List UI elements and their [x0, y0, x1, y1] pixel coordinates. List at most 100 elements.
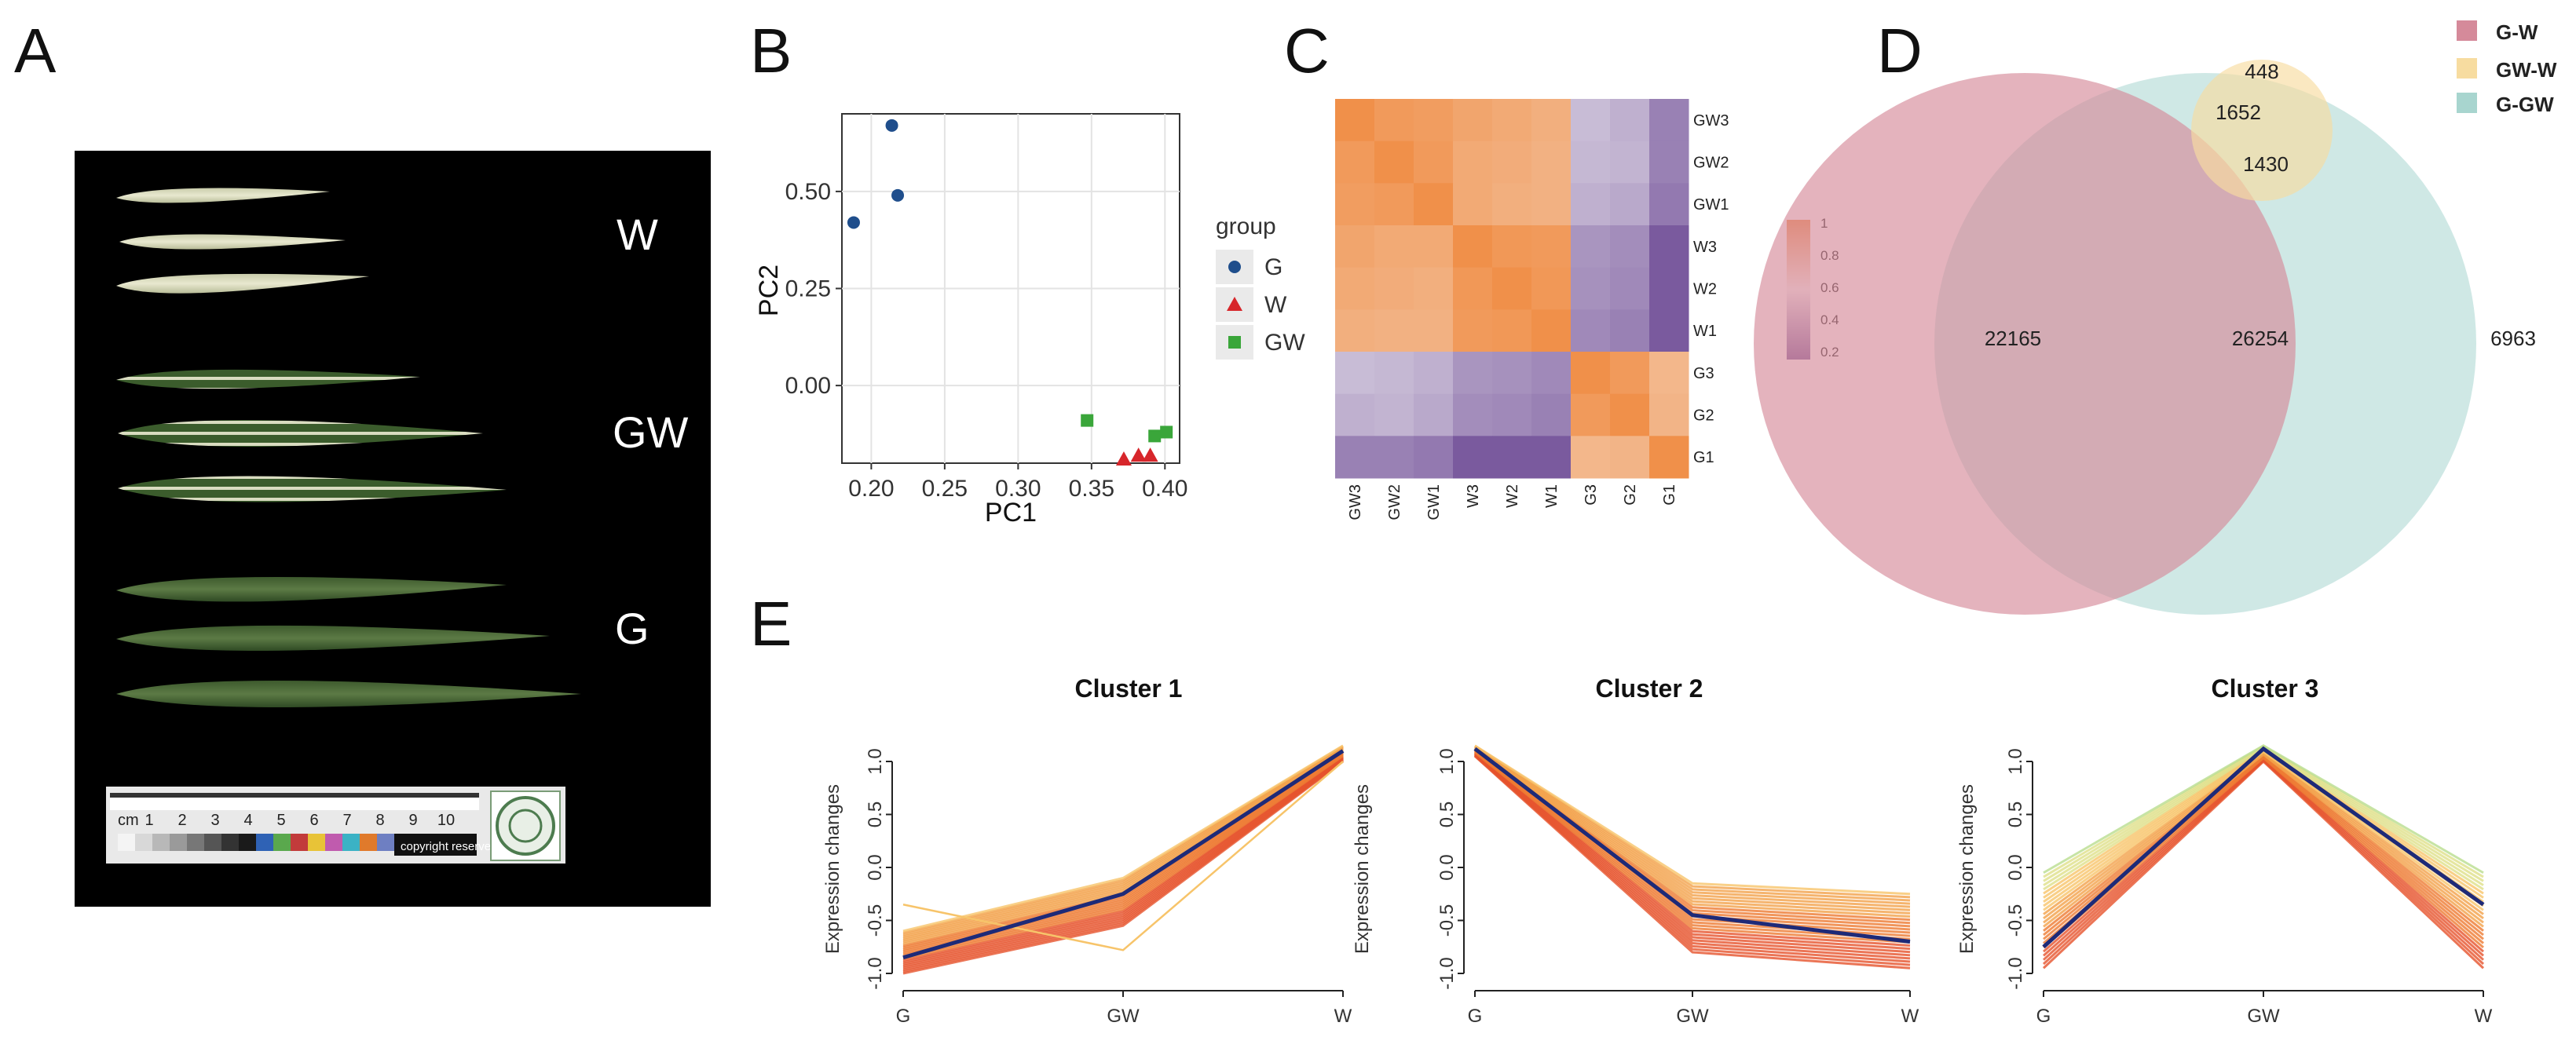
- cluster-2-title: Cluster 2: [1596, 674, 1703, 703]
- pca-point-gw: [1081, 414, 1094, 427]
- pca-point-g: [891, 188, 905, 202]
- cluster-ytick-label: 0.0: [1436, 854, 1458, 880]
- heatmap-cell: [1492, 267, 1532, 310]
- cluster-xtick-label: W: [1334, 1006, 1352, 1027]
- heatmap-cell: [1649, 436, 1689, 479]
- heatmap-cell: [1610, 225, 1650, 268]
- venn-legend-key-g-gw: [2457, 93, 2477, 113]
- heatmap-cell: [1335, 352, 1375, 395]
- cluster-xtick-label: GW: [1107, 1006, 1140, 1027]
- heatmap-cell: [1374, 99, 1414, 142]
- cluster-centroid-line: [2042, 746, 2485, 949]
- leaf-w-3: [116, 273, 369, 294]
- heatmap-col-label: W2: [1504, 484, 1521, 508]
- venn-legend-gw-w: GW-W: [2496, 58, 2557, 82]
- cluster-member-line: [1474, 745, 1911, 902]
- pca-ticks: 0.20 0.25 0.30 0.35 0.40 0.00 0.25 0.50: [785, 179, 1188, 502]
- cluster-xtick-label: W: [2475, 1006, 2493, 1027]
- venn-legend-g-w: G-W: [2496, 20, 2538, 44]
- venn-g-w-gw-w: 1652: [2216, 100, 2261, 124]
- panel-letter-a: A: [14, 16, 57, 86]
- heatmap-row-label: G1: [1693, 449, 1714, 466]
- venn-gw-w-only: 448: [2245, 60, 2278, 83]
- cluster-ytick-label: 0.0: [2005, 854, 2026, 880]
- heatmap-cells: [1335, 99, 1689, 479]
- heatmap-col-label: GW2: [1386, 484, 1403, 520]
- cluster-outlier-line: [902, 761, 1344, 951]
- cluster-member-line: [2043, 754, 2484, 937]
- heatmap-row-label: W2: [1693, 281, 1717, 298]
- photo-label-w: W: [617, 210, 658, 259]
- heatmap-cell: [1374, 309, 1414, 352]
- heatmap-cell: [1571, 309, 1611, 352]
- heatmap-cell: [1571, 436, 1611, 479]
- heatmap-cell: [1374, 267, 1414, 310]
- leaf-gw-1: [116, 369, 420, 389]
- photo-label-gw: GW: [613, 407, 689, 457]
- cluster-member-line: [902, 744, 1344, 933]
- pca-point-g: [847, 216, 860, 229]
- cluster-ytick-label: 0.0: [865, 854, 886, 880]
- venn-g-gw-only: 6963: [2490, 327, 2536, 350]
- heatmap-cell: [1335, 183, 1375, 226]
- cluster-ytick-label: -1.0: [2005, 957, 2026, 989]
- pca-xtick-label: 0.40: [1142, 476, 1187, 502]
- pca-point-gw: [1160, 425, 1173, 439]
- pca-point-gw: [1148, 429, 1162, 443]
- heatmap-row-label: G2: [1693, 407, 1714, 425]
- leaf-g-3: [116, 681, 581, 707]
- cluster-1-ylabel: Expression changes: [822, 784, 843, 954]
- copyright-text: copyright reserved: [401, 840, 497, 853]
- heatmap-cell: [1649, 183, 1689, 226]
- heatmap-cell: [1492, 99, 1532, 142]
- cluster-ytick-label: 0.5: [865, 802, 886, 827]
- panel-letter-b: B: [750, 16, 792, 86]
- venn-diagram: 22165 448 6963 1652 1430 26254 G-W GW-W …: [1754, 20, 2557, 615]
- pca-legend-gw: GW: [1264, 330, 1305, 356]
- heatmap-row-label: W3: [1693, 239, 1717, 256]
- heatmap-cell: [1571, 99, 1611, 142]
- scale-tick-label: 7: [342, 812, 351, 829]
- cluster-xtick-label: W: [1901, 1006, 1919, 1027]
- heatmap-cell: [1610, 99, 1650, 142]
- heatmap-cell: [1571, 393, 1611, 436]
- heatmap-cell: [1414, 99, 1454, 142]
- scale-card: cm 1 2 3 4 5 6 7 8 9 10 copyright reserved: [106, 787, 565, 864]
- heatmap-cell: [1531, 267, 1572, 310]
- heatmap-cell: [1492, 183, 1532, 226]
- cluster-ytick-label: 1.0: [2005, 748, 2026, 774]
- heatmap-cell: [1649, 225, 1689, 268]
- leaf-w-2: [119, 234, 346, 250]
- pca-legend-w: W: [1264, 292, 1287, 318]
- scale-tick-label: 8: [375, 812, 384, 829]
- legend-key-g: [1228, 261, 1241, 273]
- institution-seal-icon: [496, 796, 555, 856]
- leaf-g-2: [116, 625, 550, 652]
- pca-xtick-label: 0.25: [922, 476, 968, 502]
- heatmap-cell: [1335, 309, 1375, 352]
- heatmap-cell: [1453, 436, 1493, 479]
- leaf-gw-3: [118, 476, 507, 502]
- heatmap-cell: [1453, 352, 1493, 395]
- heatmap-cell: [1453, 309, 1493, 352]
- heatmap-row-label: W1: [1693, 323, 1717, 340]
- cluster-xtick-label: G: [2036, 1006, 2051, 1027]
- heatmap-cell: [1492, 352, 1532, 395]
- heatmap-cell: [1414, 183, 1454, 226]
- cluster-ytick-label: -1.0: [1436, 957, 1458, 989]
- leaf-g-1: [116, 577, 507, 602]
- cluster-1-title: Cluster 1: [1075, 674, 1183, 703]
- pca-point-g: [885, 119, 898, 132]
- heatmap-col-label: GW3: [1347, 484, 1364, 520]
- cluster-3-title: Cluster 3: [2212, 674, 2319, 703]
- pca-ytick-label: 0.00: [785, 373, 831, 399]
- heatmap-cell: [1374, 141, 1414, 184]
- venn-g-w-g-gw: 26254: [2232, 327, 2289, 350]
- heatmap-cell: [1374, 436, 1414, 479]
- cluster-xtick-label: G: [896, 1006, 911, 1027]
- heatmap-cell: [1649, 393, 1689, 436]
- cluster-xtick-label: G: [1468, 1006, 1483, 1027]
- heatmap-cell: [1531, 309, 1572, 352]
